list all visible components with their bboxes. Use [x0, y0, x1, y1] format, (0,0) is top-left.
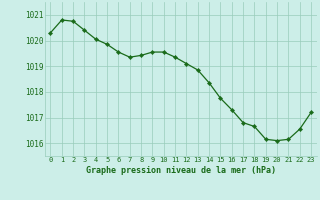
X-axis label: Graphe pression niveau de la mer (hPa): Graphe pression niveau de la mer (hPa) — [86, 166, 276, 175]
